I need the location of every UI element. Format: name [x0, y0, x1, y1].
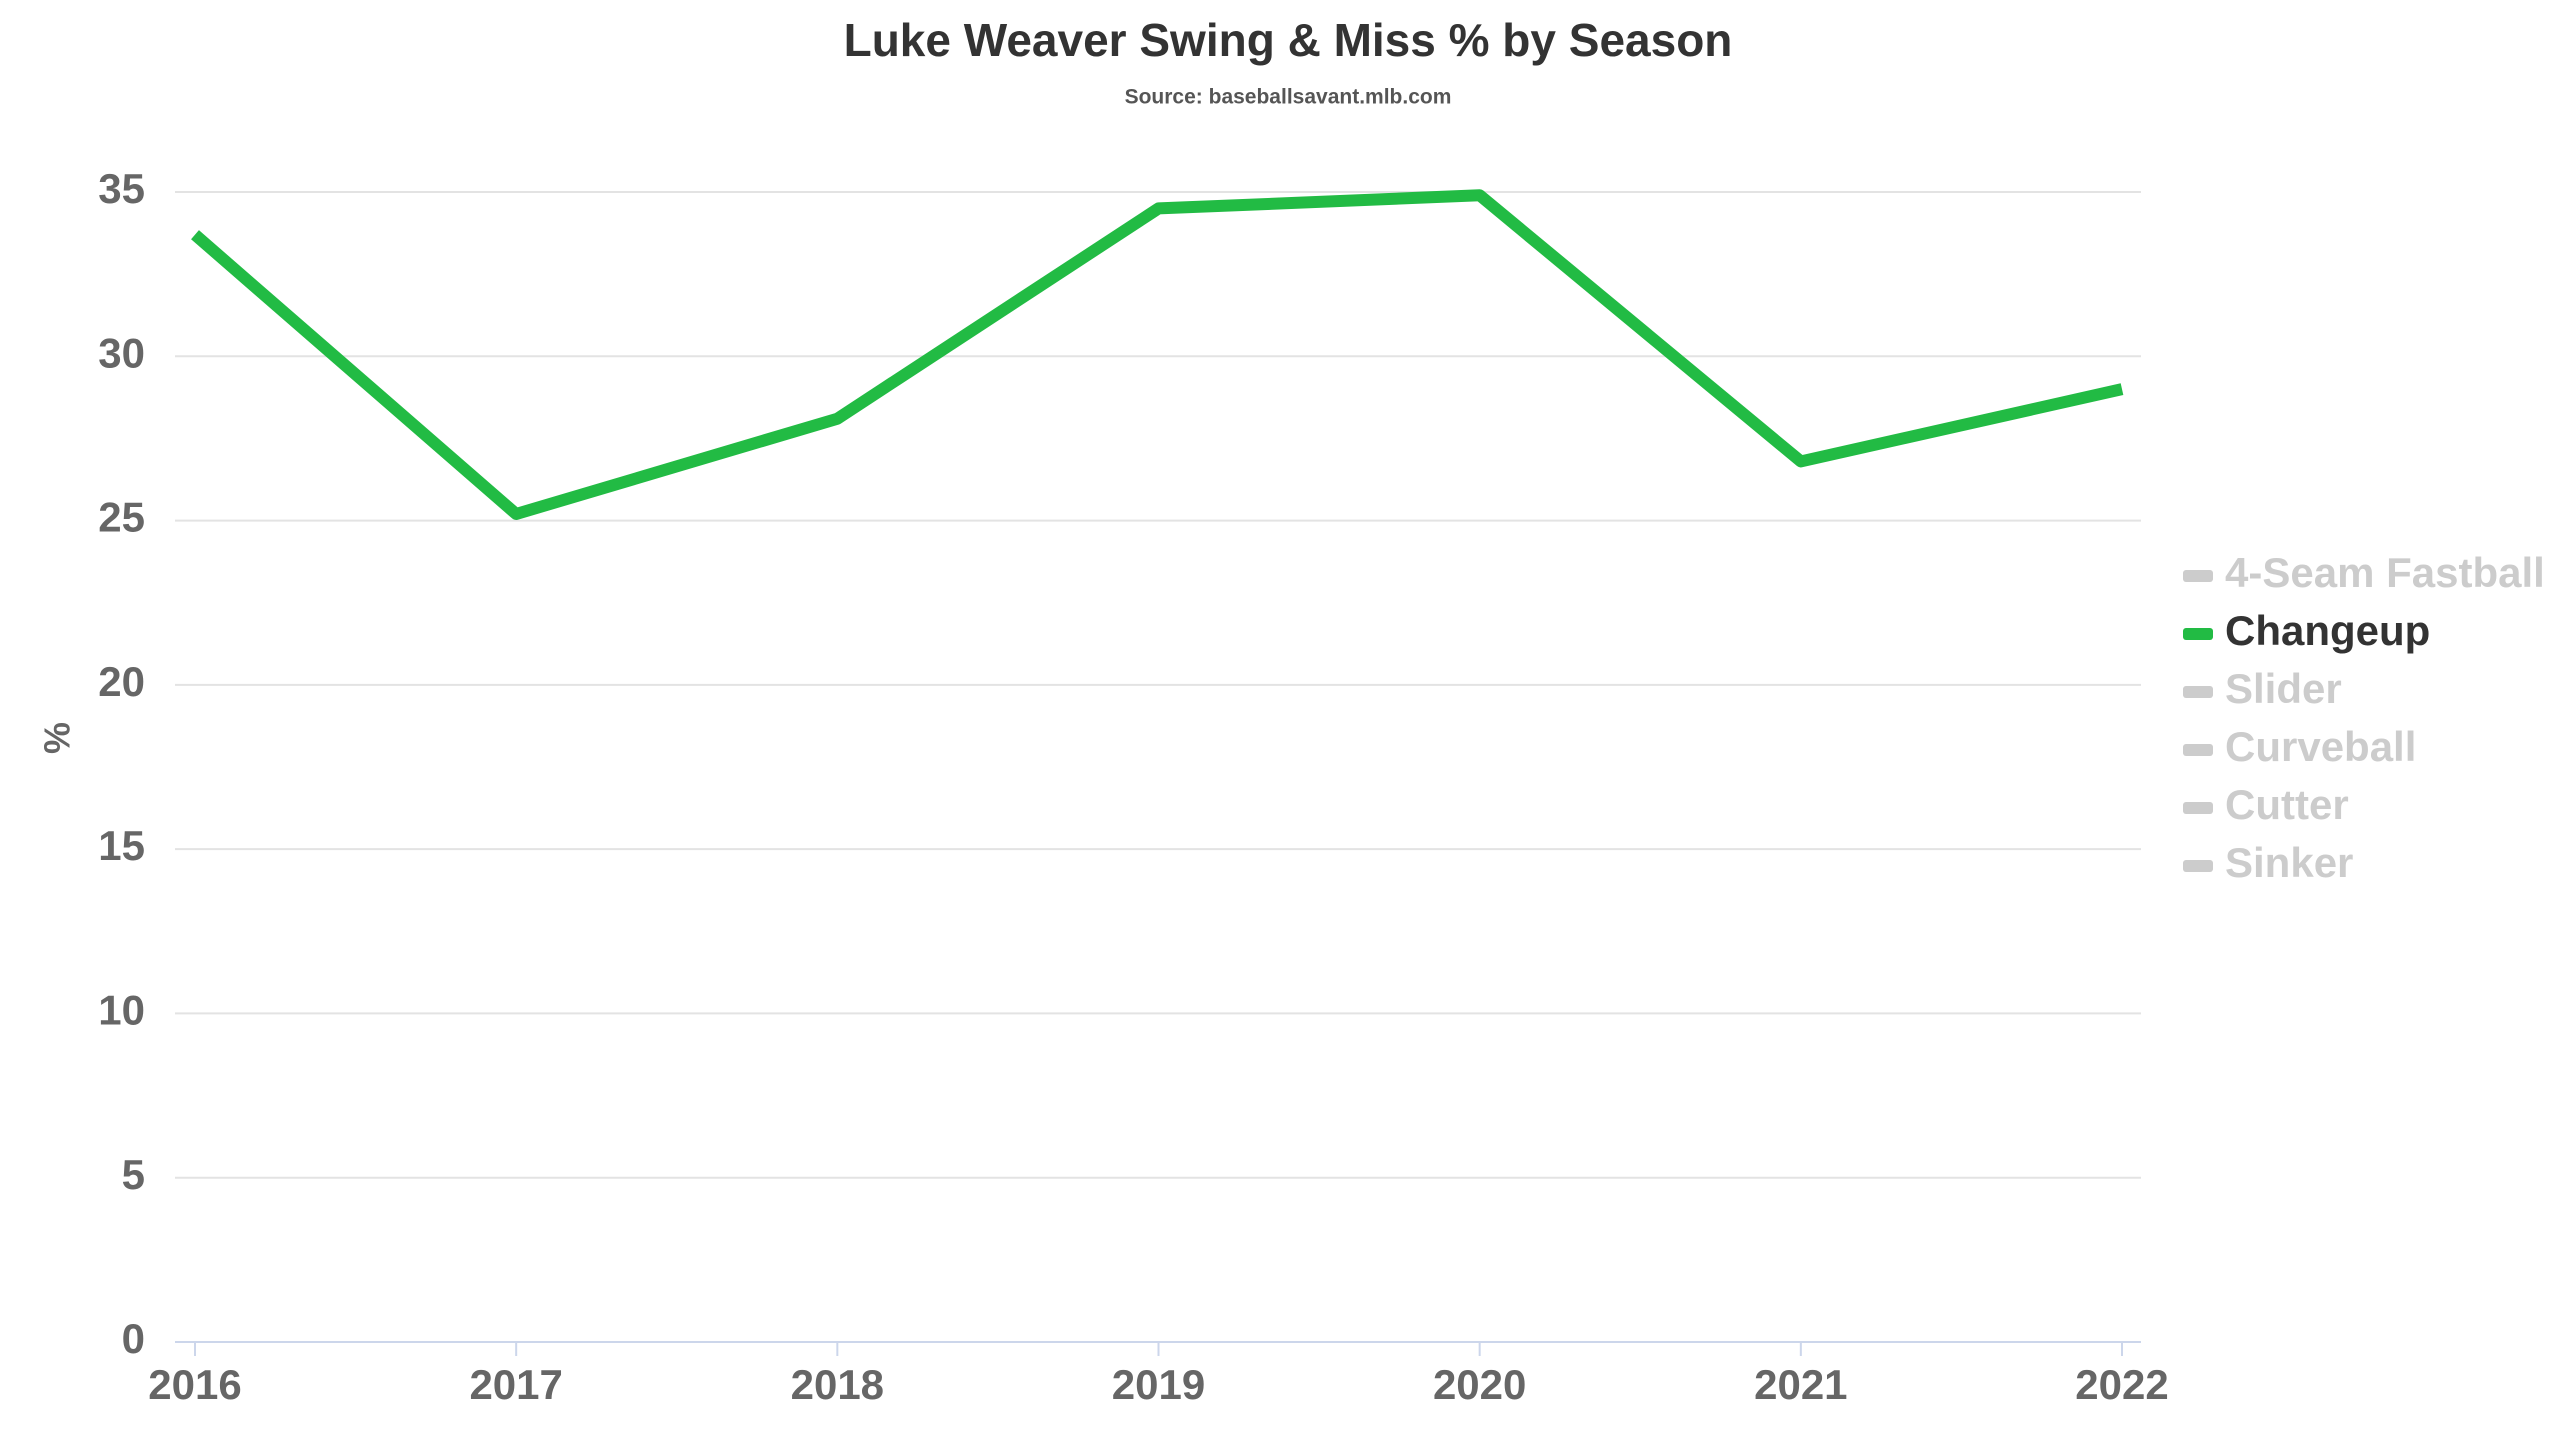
legend-label[interactable]: Curveball: [2225, 723, 2416, 770]
legend-label[interactable]: Slider: [2225, 665, 2342, 712]
legend-label[interactable]: Changeup: [2225, 607, 2430, 654]
legend-swatch: [2183, 860, 2213, 872]
chart-subtitle: Source: baseballsavant.mlb.com: [1125, 86, 1452, 109]
x-tick-label: 2019: [1112, 1361, 1205, 1408]
y-tick-label: 15: [98, 822, 145, 869]
legend-swatch: [2183, 686, 2213, 698]
x-tick-label: 2018: [791, 1361, 884, 1408]
x-tick-label: 2017: [469, 1361, 562, 1408]
legend-label[interactable]: Sinker: [2225, 839, 2353, 886]
y-tick-label: 25: [98, 494, 145, 541]
legend-swatch: [2183, 802, 2213, 814]
x-tick-label: 2021: [1754, 1361, 1847, 1408]
legend-label[interactable]: 4-Seam Fastball: [2225, 549, 2545, 596]
y-tick-label: 5: [122, 1151, 145, 1198]
line-series: [191, 189, 2124, 520]
legend-swatch: [2183, 628, 2213, 640]
y-tick-label: 0: [122, 1315, 145, 1362]
x-tick-label: 2016: [148, 1361, 241, 1408]
y-axis-title: %: [37, 722, 78, 754]
chart-title: Luke Weaver Swing & Miss % by Season: [844, 14, 1733, 66]
y-tick-label: 35: [98, 165, 145, 212]
y-tick-label: 20: [98, 658, 145, 705]
legend-label[interactable]: Cutter: [2225, 781, 2349, 828]
legend-swatch: [2183, 570, 2213, 582]
x-tick-label: 2022: [2075, 1361, 2168, 1408]
legend-swatch: [2183, 744, 2213, 756]
x-tick-label: 2020: [1433, 1361, 1526, 1408]
y-tick-label: 30: [98, 329, 145, 376]
y-tick-label: 10: [98, 987, 145, 1034]
